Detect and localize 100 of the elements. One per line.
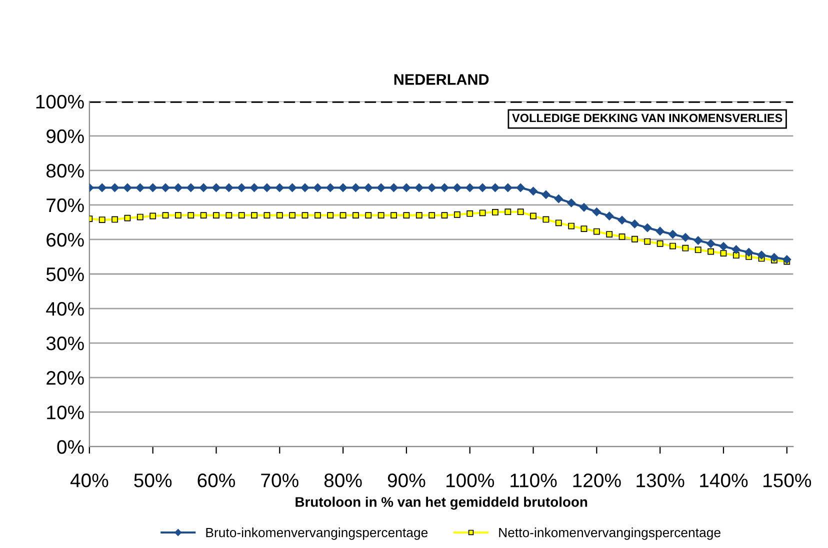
point: [770, 253, 779, 262]
point: [466, 183, 474, 192]
point: [390, 212, 397, 219]
x-axis-title: Brutoloon in % van het gemiddeld brutoloon: [296, 496, 588, 510]
point: [264, 212, 270, 219]
point: [98, 183, 106, 192]
point: [694, 236, 702, 245]
point: [161, 183, 170, 192]
point: [643, 223, 652, 232]
point: [186, 183, 196, 192]
point: [757, 250, 766, 260]
point: [224, 183, 234, 192]
point: [670, 242, 676, 250]
point: [226, 212, 232, 219]
y-tick-label: 30%: [46, 336, 84, 350]
point: [326, 183, 335, 192]
x-tick-label: 40%: [70, 474, 108, 488]
point: [528, 186, 538, 196]
x-tick-label: 130%: [636, 474, 684, 488]
x-tick-label: 80%: [324, 474, 362, 488]
point: [150, 212, 156, 220]
point: [340, 212, 346, 219]
point: [112, 216, 118, 223]
ref-line-label: VOLLEDIGE DEKKING VAN INKOMENSVERLIES: [512, 114, 782, 122]
point: [732, 245, 741, 254]
y-tick-label: 80%: [46, 164, 84, 178]
point: [542, 216, 550, 223]
point: [568, 222, 575, 230]
point: [681, 233, 690, 242]
point: [720, 250, 727, 256]
legend-label: Netto-inkomenvervangingspercentage: [499, 528, 720, 540]
point: [200, 212, 207, 219]
point: [136, 214, 144, 220]
x-tick-label: 110%: [510, 474, 557, 488]
point: [644, 238, 651, 245]
point: [378, 212, 384, 219]
x-tick-label: 100%: [446, 474, 494, 488]
point: [440, 183, 449, 192]
point: [441, 212, 448, 219]
point: [706, 239, 716, 248]
point: [403, 212, 410, 219]
point: [618, 234, 626, 240]
point: [250, 183, 259, 192]
point: [516, 183, 525, 192]
point: [364, 183, 373, 192]
point: [98, 216, 106, 223]
x-tick-label: 90%: [388, 474, 426, 488]
point: [618, 216, 626, 224]
point: [237, 183, 246, 192]
point: [275, 183, 284, 192]
point: [213, 212, 220, 219]
point: [212, 183, 221, 192]
y-tick-label: 0%: [57, 440, 84, 454]
x-tick-label: 50%: [134, 474, 172, 488]
point: [136, 183, 144, 192]
point: [606, 231, 613, 238]
point: [580, 203, 588, 212]
point: [427, 183, 436, 192]
chart-title: NEDERLAND: [394, 74, 489, 85]
point: [376, 183, 386, 192]
point: [124, 214, 131, 222]
point: [402, 183, 411, 192]
point: [389, 183, 398, 192]
point: [530, 212, 536, 220]
point: [694, 246, 702, 254]
point: [276, 212, 283, 219]
point: [288, 183, 297, 192]
point: [262, 183, 272, 192]
point: [162, 212, 169, 219]
point: [148, 183, 158, 192]
point: [251, 212, 258, 219]
point: [365, 212, 372, 219]
x-tick-label: 140%: [700, 474, 748, 488]
point: [174, 183, 183, 192]
point: [668, 230, 678, 239]
point: [289, 212, 296, 219]
y-tick-label: 60%: [46, 232, 84, 247]
point: [454, 211, 460, 218]
point: [416, 212, 422, 219]
point: [479, 210, 486, 216]
y-tick-label: 40%: [46, 302, 84, 316]
point: [732, 252, 740, 259]
x-tick-label: 60%: [198, 474, 236, 488]
point: [504, 208, 512, 216]
point: [352, 212, 359, 219]
y-tick-label: 70%: [46, 198, 84, 212]
point: [593, 228, 600, 235]
point: [238, 212, 245, 219]
point: [110, 183, 120, 192]
point: [313, 183, 322, 192]
point: [566, 198, 576, 208]
point: [490, 183, 500, 192]
y-tick-label: 90%: [46, 129, 84, 144]
point: [580, 226, 588, 232]
y-tick-label: 20%: [46, 371, 84, 385]
point: [605, 212, 614, 220]
point: [504, 183, 512, 192]
point: [542, 190, 550, 199]
point: [555, 220, 562, 226]
point: [719, 242, 728, 251]
